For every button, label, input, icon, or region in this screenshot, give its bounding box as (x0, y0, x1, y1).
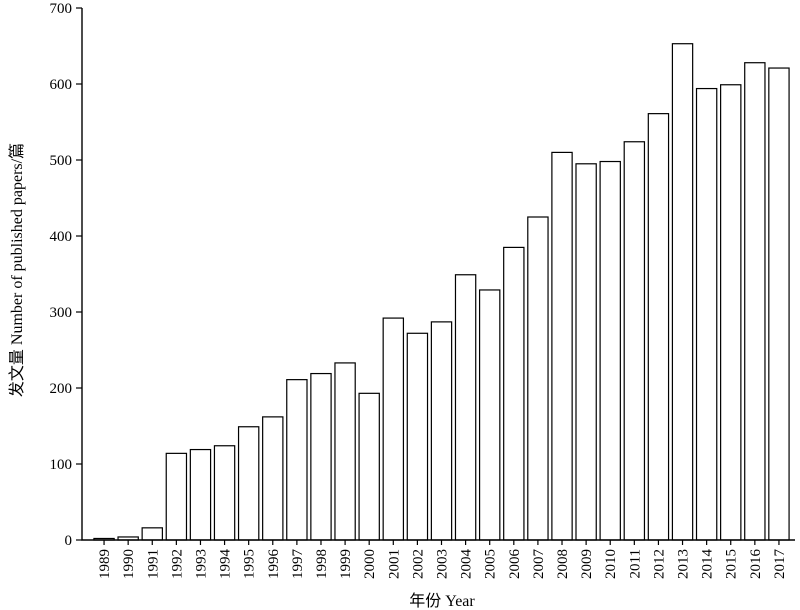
x-tick-label: 2009 (579, 549, 595, 579)
y-tick-label: 700 (50, 1, 73, 17)
bar-1995 (237, 426, 260, 541)
bar-2005 (478, 289, 501, 541)
x-axis-label: 年份 Year (409, 592, 475, 610)
x-tick-label: 2001 (386, 549, 402, 579)
y-axis-label: 发文量 Number of published papers/篇 (8, 143, 26, 397)
x-tick-label: 2017 (772, 549, 788, 580)
x-tick-label: 2004 (459, 549, 475, 580)
x-tick-label: 2010 (603, 549, 619, 579)
y-tick-label: 200 (50, 381, 73, 397)
bar-2001 (382, 317, 405, 541)
bar-1993 (189, 448, 212, 541)
x-tick-label: 1989 (97, 549, 113, 579)
x-tick-label: 2011 (627, 549, 643, 578)
y-tick-label: 400 (50, 229, 73, 245)
bar-1996 (262, 416, 284, 541)
bar-1997 (286, 379, 308, 541)
x-tick-label: 2016 (748, 549, 764, 580)
bar-1991 (141, 527, 163, 541)
x-tick-label: 2007 (531, 549, 547, 580)
bar-1994 (213, 445, 236, 541)
x-tick-label: 1998 (314, 549, 330, 579)
x-tick-label: 1992 (169, 549, 185, 579)
x-tick-label: 2008 (555, 549, 571, 579)
bar-2012 (647, 113, 670, 541)
x-tick-label: 1995 (242, 549, 258, 579)
bar-2010 (599, 160, 621, 541)
bar-2000 (358, 392, 380, 541)
bars-group (93, 43, 790, 541)
bar-2014 (695, 87, 718, 541)
x-tick-label: 2002 (410, 549, 426, 579)
x-tick-label: 2015 (724, 549, 740, 579)
x-tick-label: 1991 (145, 549, 161, 579)
bar-2004 (454, 274, 477, 541)
x-tick-label: 1993 (193, 549, 209, 579)
bar-1999 (334, 362, 356, 541)
x-tick-label: 1999 (338, 549, 354, 579)
x-tick-label: 2006 (507, 549, 523, 580)
y-tick-label: 0 (65, 533, 73, 549)
x-axis-ticks: 1989 1990 1991 1992 1993 1994 1995 1996 1997 1998… (97, 540, 788, 579)
x-tick-label: 1996 (266, 549, 282, 580)
x-tick-label: 2003 (435, 549, 451, 579)
bar-2011 (623, 141, 646, 541)
bar-2009 (575, 163, 597, 541)
y-tick-label: 100 (50, 457, 73, 473)
y-tick-label: 300 (50, 305, 73, 321)
x-tick-label: 1997 (290, 549, 306, 580)
x-tick-label: 2013 (676, 549, 692, 579)
x-tick-label: 2005 (483, 549, 499, 579)
bar-2016 (744, 62, 766, 541)
x-tick-label: 2000 (362, 549, 378, 579)
y-tick-label: 500 (50, 153, 73, 169)
bar-1998 (310, 372, 332, 541)
bar-2007 (527, 216, 549, 541)
bar-1992 (165, 452, 188, 541)
axis-lines (81, 8, 795, 541)
x-tick-label: 2012 (651, 549, 667, 579)
y-tick-label: 600 (50, 77, 73, 93)
bar-2006 (503, 246, 525, 541)
bar-2013 (671, 43, 694, 541)
bar-2003 (430, 321, 453, 541)
bar-2017 (768, 67, 790, 541)
x-tick-label: 1994 (218, 549, 234, 580)
x-tick-label: 2014 (700, 549, 716, 580)
bar-2008 (551, 151, 573, 541)
bar-2015 (720, 84, 742, 541)
x-tick-label: 1990 (121, 549, 137, 579)
y-axis-ticks: 0 100 200 300 400 500 600 700 (50, 1, 82, 549)
bar-2002 (406, 332, 429, 541)
